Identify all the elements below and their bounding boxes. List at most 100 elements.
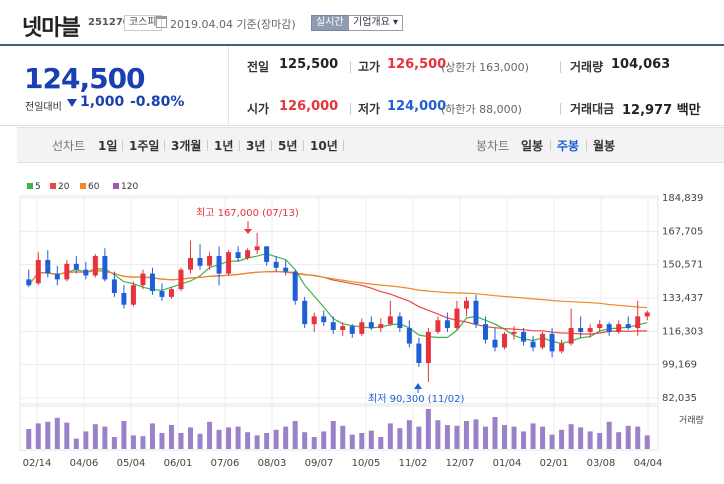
amount-label: 거래대금 bbox=[570, 102, 615, 116]
period-3y[interactable]: 3년 bbox=[246, 139, 266, 153]
volume-bar bbox=[292, 421, 298, 449]
open-value: 126,000 bbox=[279, 99, 339, 114]
period-1y[interactable]: 1년 bbox=[214, 139, 234, 153]
candle bbox=[311, 316, 317, 325]
volume-bar bbox=[406, 420, 412, 449]
volume-bar bbox=[416, 426, 422, 449]
volume-bar bbox=[159, 433, 165, 449]
candle bbox=[340, 326, 346, 330]
candle bbox=[406, 328, 412, 344]
volume-bar bbox=[606, 421, 612, 449]
volume-bar bbox=[463, 421, 469, 449]
low-annotation: 최저 90,300 (11/02) bbox=[368, 383, 464, 405]
candle bbox=[644, 312, 650, 317]
volume-plot-frame bbox=[19, 405, 659, 451]
candle bbox=[245, 250, 251, 258]
candle bbox=[549, 333, 555, 352]
candle bbox=[102, 256, 108, 280]
candle bbox=[273, 261, 279, 268]
volume-axis-label: 거래량 bbox=[679, 414, 704, 426]
candle bbox=[397, 316, 403, 329]
period-5y[interactable]: 5년 bbox=[278, 139, 298, 153]
candle bbox=[502, 333, 508, 348]
divider bbox=[343, 140, 344, 151]
candle bbox=[378, 324, 384, 329]
volume-bar bbox=[340, 425, 346, 449]
candle bbox=[330, 322, 336, 330]
candle bbox=[130, 285, 136, 305]
legend-ma60-swatch bbox=[80, 183, 86, 189]
period-1d[interactable]: 1일 bbox=[98, 139, 118, 153]
candle-chart-label: 봉차트 bbox=[476, 139, 510, 153]
volume-bar bbox=[492, 417, 498, 449]
market-badge: 코스피 bbox=[124, 15, 162, 31]
candle bbox=[568, 328, 574, 344]
volume-bar bbox=[140, 436, 146, 449]
candle-daily[interactable]: 일봉 bbox=[521, 139, 544, 153]
volume-bar bbox=[264, 433, 270, 449]
volume-bar bbox=[425, 409, 431, 449]
candle bbox=[435, 320, 441, 332]
divider bbox=[164, 140, 165, 151]
chart-toolbar bbox=[17, 127, 724, 163]
volume-bar bbox=[559, 429, 565, 449]
change-label: 전일대비 bbox=[25, 102, 62, 113]
x-tick-label: 02/01 bbox=[540, 458, 569, 469]
divider bbox=[228, 46, 229, 124]
volume-bar bbox=[578, 427, 584, 449]
volume-bar bbox=[207, 421, 213, 449]
x-tick-label: 04/06 bbox=[70, 458, 99, 469]
prev-close-value: 125,500 bbox=[279, 57, 339, 72]
period-10y[interactable]: 10년 bbox=[310, 139, 338, 153]
y-tick-label: 99,169 bbox=[662, 360, 697, 371]
volume-bar bbox=[435, 420, 441, 449]
volume-bar bbox=[73, 438, 79, 449]
prev-close-label: 전일 bbox=[247, 60, 270, 74]
x-tick-label: 07/06 bbox=[211, 458, 240, 469]
divider bbox=[550, 140, 551, 151]
legend-ma20: 20 bbox=[58, 182, 70, 192]
volume-bar bbox=[188, 427, 194, 449]
candle bbox=[416, 343, 422, 364]
high-annotation: 최고 167,000 (07/13) bbox=[196, 207, 299, 234]
candle bbox=[511, 331, 517, 334]
volume-bar bbox=[235, 426, 241, 449]
candle bbox=[54, 273, 60, 280]
candle bbox=[168, 289, 174, 297]
volume-bar bbox=[568, 424, 574, 449]
candle bbox=[140, 273, 146, 286]
open-label: 시가 bbox=[247, 102, 270, 116]
candle bbox=[121, 293, 127, 305]
volume-bar bbox=[111, 437, 117, 449]
x-tick-label: 06/01 bbox=[164, 458, 193, 469]
volume-bar bbox=[321, 431, 327, 449]
y-tick-label: 133,437 bbox=[662, 293, 703, 304]
volume-bar bbox=[273, 429, 279, 449]
legend-ma20-swatch bbox=[50, 183, 56, 189]
period-3m[interactable]: 3개월 bbox=[171, 139, 202, 153]
candle bbox=[597, 324, 603, 329]
volume-bar bbox=[549, 434, 555, 449]
volume-bar bbox=[302, 432, 308, 449]
candle bbox=[625, 324, 631, 329]
x-tick-label: 03/08 bbox=[587, 458, 616, 469]
divider bbox=[271, 140, 272, 151]
volume-bar bbox=[121, 421, 127, 449]
x-tick-label: 08/03 bbox=[258, 458, 287, 469]
stock-code: 251270 bbox=[88, 17, 130, 28]
x-tick-label: 05/04 bbox=[117, 458, 146, 469]
volume-bar bbox=[92, 424, 98, 449]
volume-bar bbox=[54, 417, 60, 449]
candle-weekly[interactable]: 주봉 bbox=[557, 139, 580, 153]
candle bbox=[463, 300, 469, 309]
volume-value: 104,063 bbox=[611, 57, 671, 72]
high-label: 고가 bbox=[358, 60, 381, 74]
candle bbox=[35, 259, 41, 284]
high-arrow-head bbox=[244, 229, 252, 234]
period-1w[interactable]: 1주일 bbox=[129, 139, 160, 153]
candle bbox=[92, 256, 98, 276]
volume-label: 거래량 bbox=[570, 60, 604, 74]
candle-monthly[interactable]: 월봉 bbox=[593, 139, 616, 153]
company-overview-dropdown[interactable]: 기업개요 ▾ bbox=[348, 15, 403, 31]
